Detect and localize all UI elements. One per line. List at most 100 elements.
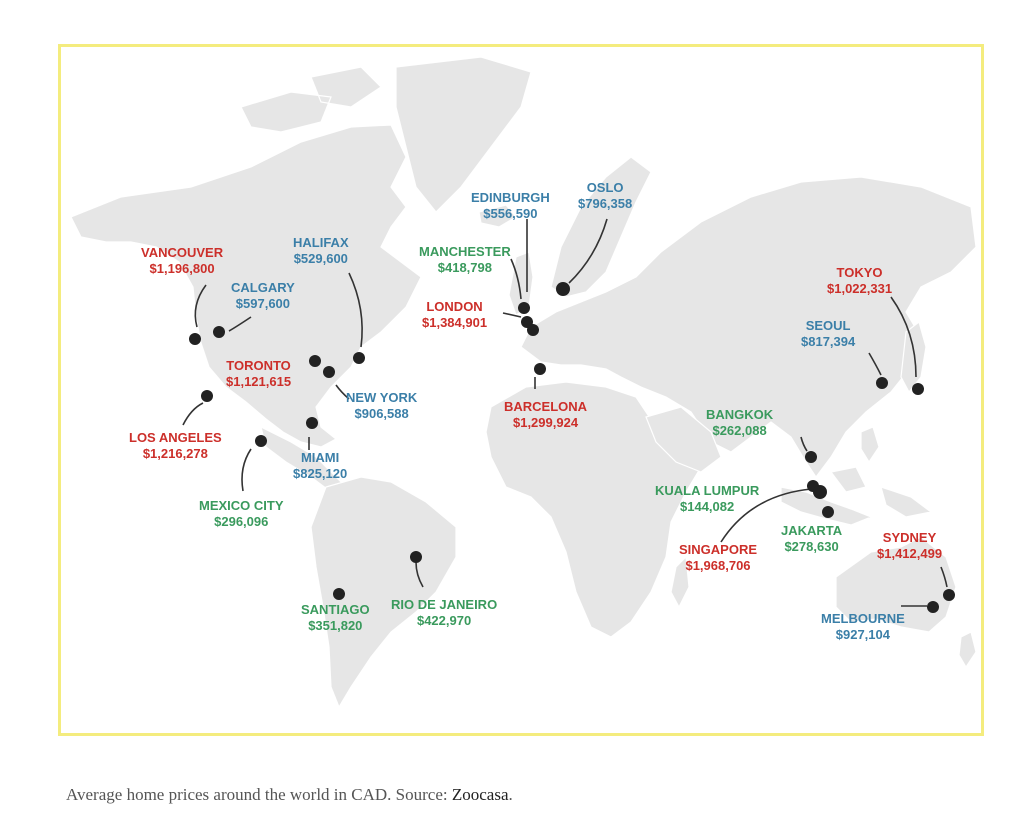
city-name: LONDON — [426, 299, 483, 314]
city-name: KUALA LUMPUR — [655, 483, 760, 498]
city-price: $144,082 — [680, 499, 735, 514]
dot-tokyo — [912, 383, 924, 395]
city-price: $1,968,706 — [685, 558, 751, 573]
label-calgary: CALGARY $597,600 — [231, 280, 295, 312]
city-name: MEXICO CITY — [199, 498, 284, 513]
city-price: $1,022,331 — [827, 281, 893, 296]
label-sydney: SYDNEY $1,412,499 — [877, 530, 942, 562]
city-name: CALGARY — [231, 280, 295, 295]
city-price: $927,104 — [835, 627, 890, 642]
city-name: MELBOURNE — [821, 611, 905, 626]
label-oslo: OSLO $796,358 — [578, 180, 632, 212]
dot-santiago — [333, 588, 345, 600]
arrows — [182, 218, 948, 607]
dot-mexico-city — [255, 435, 267, 447]
label-kuala-lumpur: KUALA LUMPUR $144,082 — [655, 483, 759, 515]
city-name: VANCOUVER — [141, 245, 224, 260]
label-melbourne: MELBOURNE $927,104 — [821, 611, 905, 643]
city-price: $556,590 — [483, 206, 538, 221]
city-name: HALIFAX — [293, 235, 349, 250]
land-philippines — [860, 426, 880, 464]
label-santiago: SANTIAGO $351,820 — [301, 602, 370, 634]
arrow-seoul — [868, 352, 882, 376]
city-price: $296,096 — [214, 514, 269, 529]
label-los-angeles: LOS ANGELES $1,216,278 — [129, 430, 222, 462]
arrow-vancouver — [194, 284, 207, 328]
city-price: $1,196,800 — [149, 261, 215, 276]
city-price: $422,970 — [416, 613, 472, 628]
land-australia — [835, 536, 957, 633]
dot-calgary — [213, 326, 225, 338]
land-africa — [485, 381, 702, 638]
label-jakarta: JAKARTA $278,630 — [781, 523, 842, 555]
world-map — [70, 56, 977, 709]
land-greenland — [395, 56, 532, 213]
arrow-london — [502, 312, 522, 318]
arrow-new-york — [335, 384, 350, 400]
city-name: TOKYO — [836, 265, 883, 280]
city-price: $278,630 — [784, 539, 839, 554]
arrow-bangkok — [800, 436, 808, 452]
dot-vancouver — [189, 333, 201, 345]
city-name: RIO DE JANEIRO — [391, 597, 498, 612]
city-price: $1,121,615 — [226, 374, 292, 389]
land-arabia — [645, 406, 722, 473]
city-name: NEW YORK — [346, 390, 418, 405]
landmasses — [70, 56, 977, 709]
city-name: BARCELONA — [504, 399, 588, 414]
city-name: EDINBURGH — [471, 190, 550, 205]
city-price: $1,412,499 — [877, 546, 943, 561]
label-seoul: SEOUL $817,394 — [801, 318, 855, 350]
label-new-york: NEW YORK $906,588 — [346, 390, 417, 422]
city-price: $1,216,278 — [142, 446, 208, 461]
city-name: SANTIAGO — [301, 602, 370, 617]
dot-los-angeles — [201, 390, 213, 402]
land-madagascar — [670, 555, 690, 609]
city-name: SINGAPORE — [679, 542, 758, 557]
land-south-america — [310, 476, 457, 709]
arrow-tokyo — [890, 296, 917, 378]
label-vancouver: VANCOUVER $1,196,800 — [141, 245, 223, 277]
dot-miami — [306, 417, 318, 429]
city-dots — [189, 282, 955, 613]
label-barcelona: BARCELONA $1,299,924 — [504, 399, 587, 431]
city-name: LOS ANGELES — [129, 430, 222, 445]
city-price: $529,600 — [293, 251, 348, 266]
arrow-calgary — [228, 316, 252, 332]
label-rio: RIO DE JANEIRO $422,970 — [391, 597, 497, 629]
land-japan — [900, 320, 927, 394]
label-halifax: HALIFAX $529,600 — [293, 235, 349, 267]
dot-oslo — [556, 282, 570, 296]
dot-toronto — [309, 355, 321, 367]
dot-sydney — [943, 589, 955, 601]
label-tokyo: TOKYO $1,022,331 — [827, 265, 892, 297]
city-price: $418,798 — [437, 260, 492, 275]
label-mexico-city: MEXICO CITY $296,096 — [199, 498, 284, 530]
label-bangkok: BANGKOK $262,088 — [706, 407, 773, 439]
city-price: $796,358 — [578, 196, 633, 211]
city-name: MIAMI — [300, 450, 340, 465]
city-price: $906,588 — [354, 406, 409, 421]
city-name: TORONTO — [226, 358, 291, 373]
arrow-oslo — [568, 218, 608, 284]
city-name: BANGKOK — [706, 407, 774, 422]
city-name: OSLO — [586, 180, 624, 195]
dot-singapore — [813, 485, 827, 499]
arrow-sydney — [940, 566, 948, 588]
arrow-mexico-city — [241, 448, 252, 492]
city-price: $825,120 — [293, 466, 348, 481]
arrow-rio — [415, 561, 424, 588]
city-price: $262,088 — [712, 423, 767, 438]
label-london: LONDON $1,384,901 — [422, 299, 487, 331]
dot-new-york — [323, 366, 335, 378]
source-link[interactable]: Zoocasa — [451, 785, 509, 804]
arrow-singapore — [720, 488, 812, 543]
dot-london — [527, 324, 539, 336]
dot-seoul — [876, 377, 888, 389]
city-price: $351,820 — [308, 618, 363, 633]
dot-halifax — [353, 352, 365, 364]
city-price: $597,600 — [235, 296, 291, 311]
figure-caption: Average home prices around the world in … — [66, 785, 513, 805]
city-price: $1,384,901 — [422, 315, 488, 330]
caption-end: . — [508, 785, 513, 804]
